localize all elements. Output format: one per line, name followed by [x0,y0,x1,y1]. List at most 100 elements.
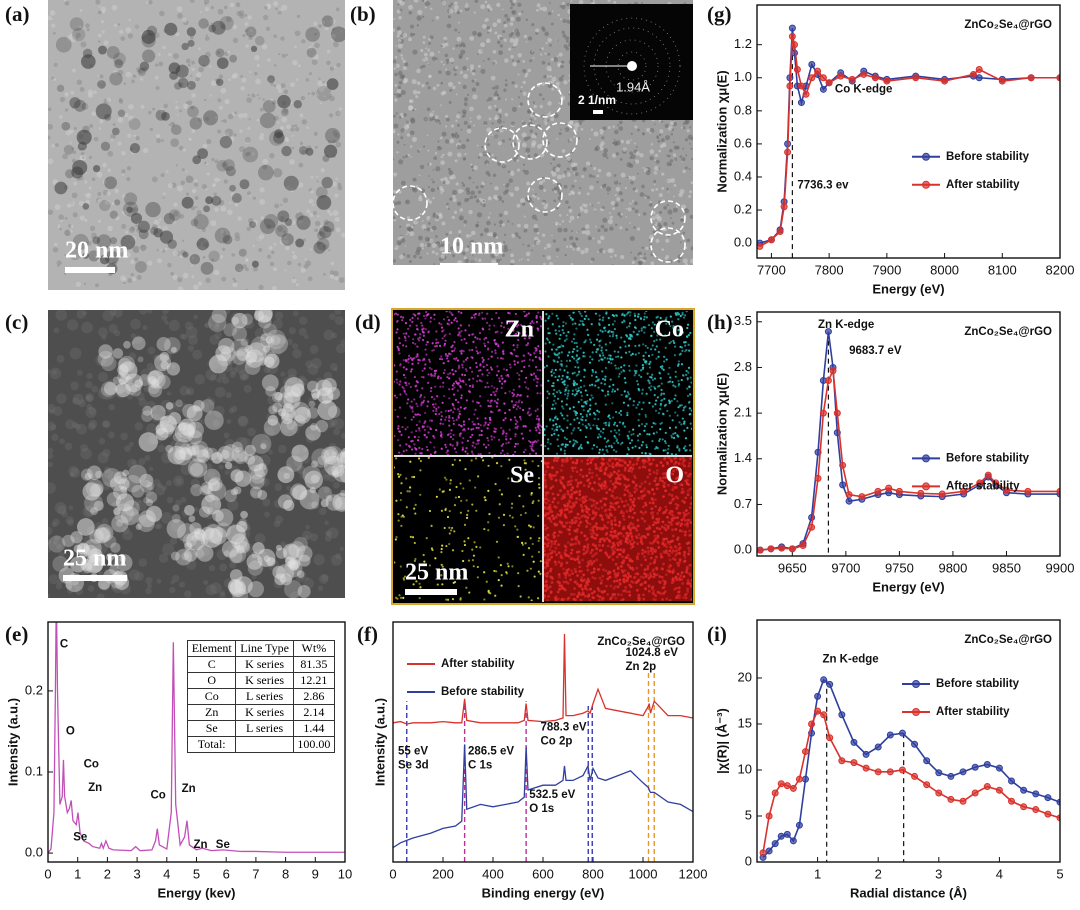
map-dot [569,423,572,426]
map-dot [553,407,556,410]
grain [454,131,458,135]
map-dot [680,346,684,349]
grain [243,476,252,485]
map-dot [456,359,460,362]
grain [448,170,454,176]
map-dot [578,357,581,360]
map-dot [493,339,496,342]
map-dot [527,410,530,413]
grain [64,253,67,257]
grain [418,195,422,199]
map-dot [460,352,463,355]
bright-particle [322,377,337,393]
map-dot [398,352,401,355]
map-dot [578,370,581,373]
grain [488,117,492,121]
grain [84,193,87,196]
map-dot [598,410,601,414]
map-dot [447,409,450,413]
grain [80,41,87,48]
grain [413,0,419,3]
bright-particle [333,464,345,483]
map-dot [447,360,450,363]
grain [101,334,107,340]
grain [287,260,292,266]
bright-particle [118,478,130,490]
grain [494,31,498,35]
grain [48,526,53,536]
grain [398,38,402,43]
grain [401,57,404,60]
grain [565,39,569,43]
map-dot [627,393,630,396]
grain [310,533,319,542]
grain [109,310,117,317]
grain [649,149,655,155]
grain [337,182,342,187]
map-dot [658,371,661,374]
bright-particle [236,521,248,533]
map-dot [465,369,468,373]
grain [428,162,432,166]
map-dot [677,384,680,387]
grain [185,326,198,339]
map-dot [472,427,475,430]
bright-particle [307,380,319,393]
grain [311,91,316,96]
grain [104,466,111,474]
map-dot [518,332,521,335]
grain [110,584,117,590]
grain [244,136,251,143]
map-dot [623,340,626,343]
grain [568,192,572,196]
grain [477,190,482,194]
grain [418,197,423,202]
grain [252,266,258,272]
grain [310,175,314,179]
scale-label: 10 nm [440,234,503,260]
grain [447,167,451,171]
grain [296,185,300,189]
particle [137,220,150,233]
grain [329,91,333,95]
grain [118,99,124,104]
grain [128,352,137,360]
particle [69,97,81,109]
grain [466,57,469,60]
grain [165,247,168,251]
bright-particle [159,351,170,362]
bright-particle [266,557,276,567]
bright-particle [281,412,293,425]
grain [568,120,574,126]
grain [504,112,509,117]
grain [76,423,88,435]
particle [141,29,156,44]
grain [102,162,107,168]
grain [196,210,202,216]
bright-particle [261,374,279,392]
grain [272,346,283,356]
grain [273,243,277,246]
scale-label: 25 nm [63,546,126,572]
grain [459,70,463,75]
grain [80,443,88,452]
map-dot [592,412,596,415]
map-dot [495,405,499,408]
grain [246,191,252,196]
diffraction-ring [583,17,681,115]
particle [128,118,141,130]
grain [337,185,343,191]
grain [561,149,566,153]
grain [648,202,653,207]
grain [429,117,433,122]
grain [330,418,338,426]
map-dot [468,334,471,337]
grain [583,203,588,208]
grain [499,44,504,48]
particle [242,146,259,163]
grain [426,242,431,248]
grain [435,215,440,220]
map-dot [457,408,460,411]
map-dot [429,427,432,431]
map-dot [439,422,442,425]
